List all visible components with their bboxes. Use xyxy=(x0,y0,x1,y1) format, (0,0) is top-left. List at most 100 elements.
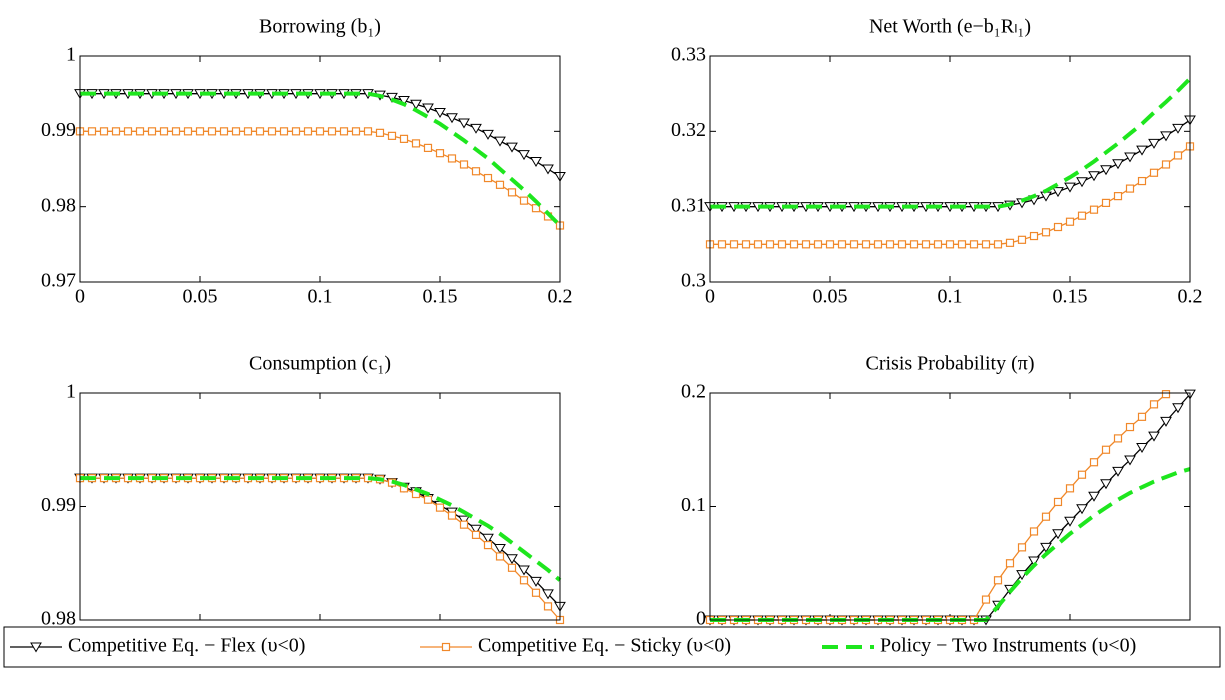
marker-square xyxy=(801,240,811,249)
x-tick-label: 0.05 xyxy=(813,286,848,308)
marker-square xyxy=(1053,497,1063,507)
marker-square xyxy=(765,240,775,249)
marker-triangle xyxy=(1052,529,1064,540)
marker-triangle xyxy=(30,642,42,653)
marker-triangle xyxy=(1124,152,1136,163)
marker-square xyxy=(327,127,337,136)
marker-square xyxy=(447,511,457,520)
y-tick-label: 0.32 xyxy=(671,119,706,141)
marker-square xyxy=(183,127,193,136)
marker-triangle xyxy=(1076,504,1088,515)
marker-square xyxy=(471,530,481,539)
subplot-title: Net Worth (e−b₁Rₗ₁) xyxy=(869,16,1031,38)
marker-square xyxy=(993,240,1003,249)
marker-square xyxy=(135,127,145,136)
marker-square xyxy=(1173,151,1183,160)
axes-box xyxy=(79,55,561,283)
marker-square xyxy=(873,240,883,249)
marker-square xyxy=(387,131,397,140)
marker-square xyxy=(363,127,373,136)
marker-square xyxy=(99,127,109,136)
marker-triangle xyxy=(1088,171,1100,182)
y-tick-label: 0.2 xyxy=(681,381,706,403)
axes-box xyxy=(709,392,1191,621)
legend-label: Policy − Two Instruments (υ<0) xyxy=(880,635,1136,657)
x-tick-label: 0.15 xyxy=(1053,286,1088,308)
marker-square xyxy=(483,540,493,550)
marker-triangle xyxy=(1088,491,1100,502)
marker-triangle xyxy=(446,113,458,124)
subplot-title: Consumption (c₁) xyxy=(249,353,391,375)
marker-square xyxy=(243,127,253,136)
marker-square xyxy=(471,167,481,176)
marker-square xyxy=(1029,527,1039,536)
marker-triangle xyxy=(1112,466,1124,477)
y-tick-label: 0 xyxy=(696,608,706,630)
series-line xyxy=(80,476,562,582)
legend-box xyxy=(3,626,1221,668)
marker-square xyxy=(1077,211,1087,220)
marker-triangle xyxy=(1124,455,1136,466)
marker-triangle xyxy=(518,565,530,576)
marker-triangle xyxy=(398,95,410,106)
marker-square xyxy=(411,139,421,148)
marker-square xyxy=(753,240,763,249)
x-tick-label: 0.1 xyxy=(938,286,963,308)
marker-square xyxy=(123,127,133,136)
marker-square xyxy=(1041,512,1051,521)
x-tick-label: 0.2 xyxy=(548,286,573,308)
marker-square xyxy=(909,240,919,249)
marker-triangle xyxy=(542,164,554,175)
marker-square xyxy=(981,595,991,604)
legend-label: Competitive Eq. − Flex (υ<0) xyxy=(68,635,305,657)
marker-triangle xyxy=(422,103,434,114)
marker-square xyxy=(981,240,991,249)
marker-square xyxy=(897,240,907,249)
marker-square xyxy=(207,127,217,136)
marker-square xyxy=(375,128,385,137)
marker-square xyxy=(969,240,979,249)
y-tick-label: 0.97 xyxy=(41,270,76,292)
marker-square xyxy=(435,503,445,512)
marker-square xyxy=(423,143,433,153)
marker-square xyxy=(111,127,121,136)
marker-square xyxy=(1125,422,1135,432)
marker-triangle xyxy=(458,118,470,129)
marker-square xyxy=(495,180,505,189)
marker-square xyxy=(1149,400,1159,409)
marker-triangle xyxy=(482,533,494,544)
marker-square xyxy=(1065,484,1075,493)
marker-triangle xyxy=(1040,542,1052,553)
marker-triangle xyxy=(482,129,494,140)
marker-square xyxy=(1005,238,1015,247)
marker-square xyxy=(1089,458,1099,467)
marker-triangle xyxy=(506,554,518,565)
series-line xyxy=(710,467,1191,622)
marker-triangle xyxy=(542,589,554,600)
marker-square xyxy=(441,642,451,652)
marker-triangle xyxy=(506,142,518,153)
x-tick-label: 0.2 xyxy=(1178,286,1203,308)
axes-box xyxy=(79,392,561,621)
marker-triangle xyxy=(1160,131,1172,142)
marker-square xyxy=(861,240,871,249)
series-line xyxy=(710,393,1191,621)
series-line xyxy=(80,91,562,227)
marker-triangle xyxy=(1064,516,1076,527)
marker-triangle xyxy=(1100,165,1112,176)
marker-square xyxy=(1113,434,1123,443)
marker-square xyxy=(267,127,277,136)
marker-triangle xyxy=(1076,177,1088,188)
marker-triangle xyxy=(530,576,542,587)
marker-square xyxy=(231,127,241,136)
marker-triangle xyxy=(434,108,446,118)
x-tick-label: 0 xyxy=(75,286,85,308)
series-line xyxy=(710,77,1192,209)
marker-square xyxy=(1041,228,1051,237)
marker-square xyxy=(1137,412,1147,421)
marker-square xyxy=(717,240,727,249)
marker-square xyxy=(777,240,787,249)
marker-square xyxy=(291,127,301,136)
marker-square xyxy=(1089,205,1099,214)
subplot-title: Borrowing (b₁) xyxy=(259,16,381,38)
